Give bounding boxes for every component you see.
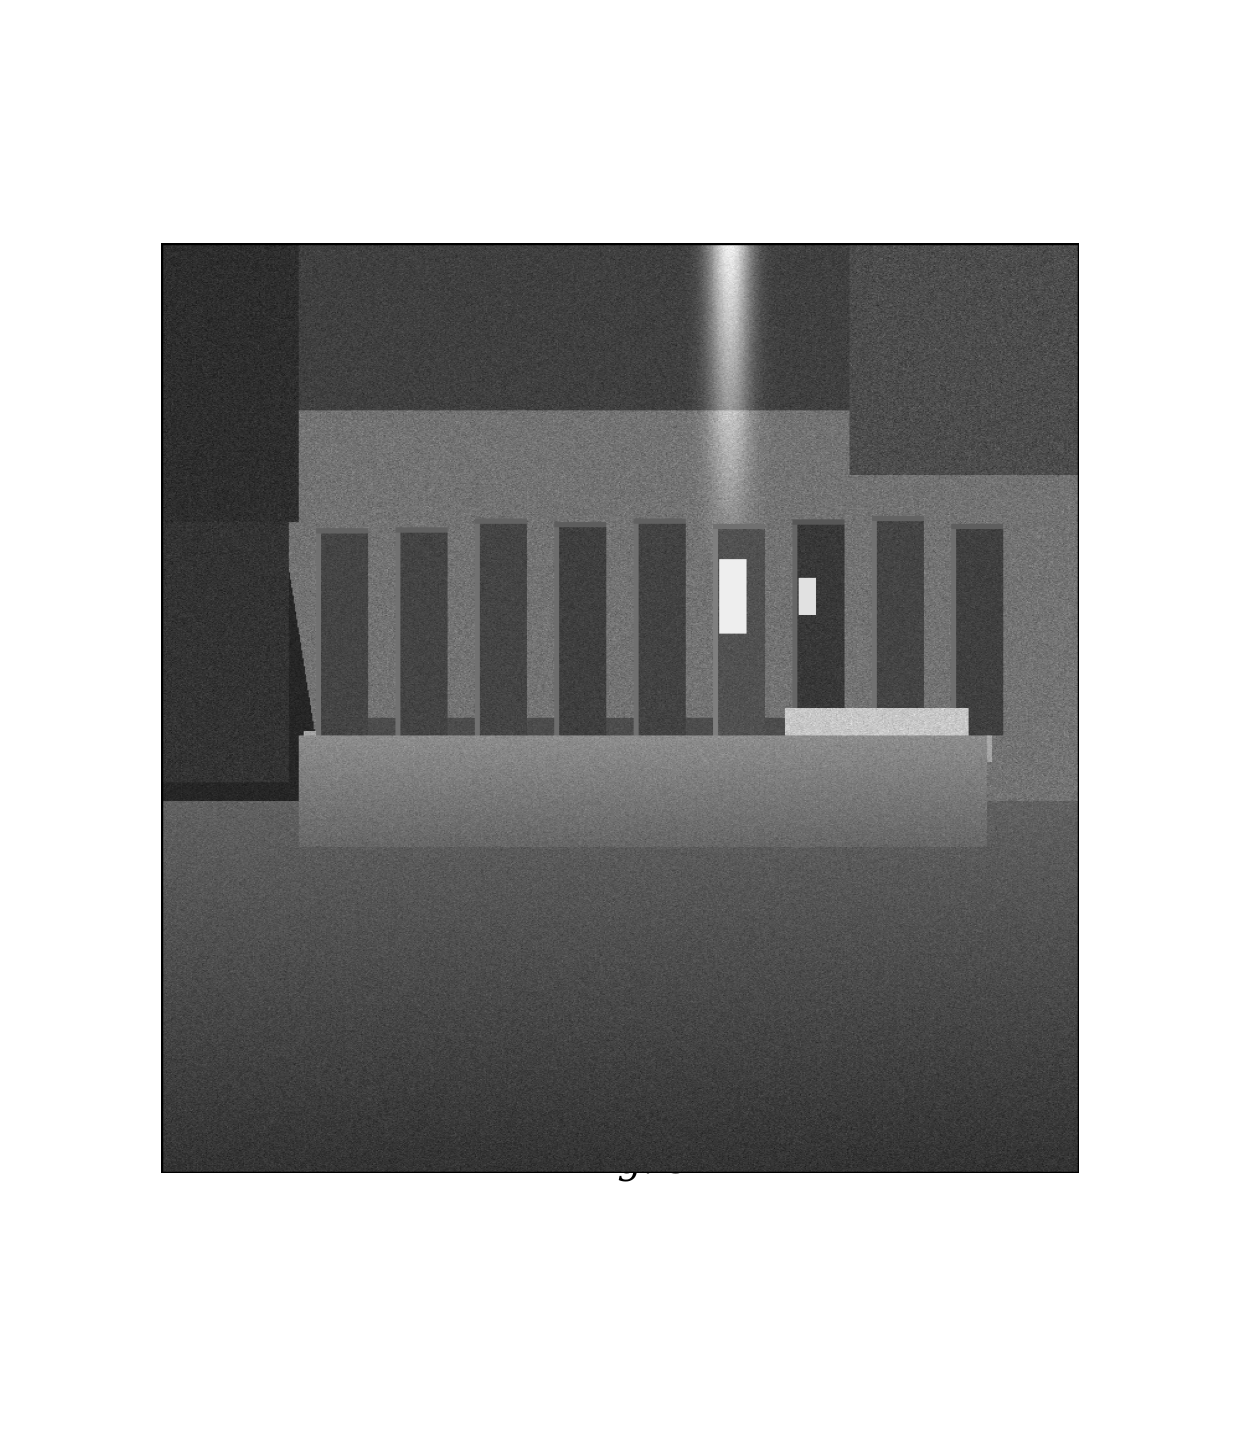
Text: BRAKE  WITH  EXCESSIVE  BACKLASH: BRAKE WITH EXCESSIVE BACKLASH — [408, 869, 663, 882]
Text: Fig. 3: Fig. 3 — [579, 1144, 692, 1181]
Bar — [161, 243, 1079, 1173]
Text: STEEL  BRAKE  HUB: STEEL BRAKE HUB — [494, 575, 629, 588]
Text: A: A — [246, 666, 259, 684]
Text: S: S — [1018, 628, 1030, 645]
Text: S: S — [1018, 565, 1030, 582]
Text: ALUMINUM  ROTOR  TEETH: ALUMINUM ROTOR TEETH — [472, 704, 649, 716]
Text: 72: 72 — [1018, 698, 1040, 716]
Text: 64: 64 — [1018, 440, 1040, 458]
